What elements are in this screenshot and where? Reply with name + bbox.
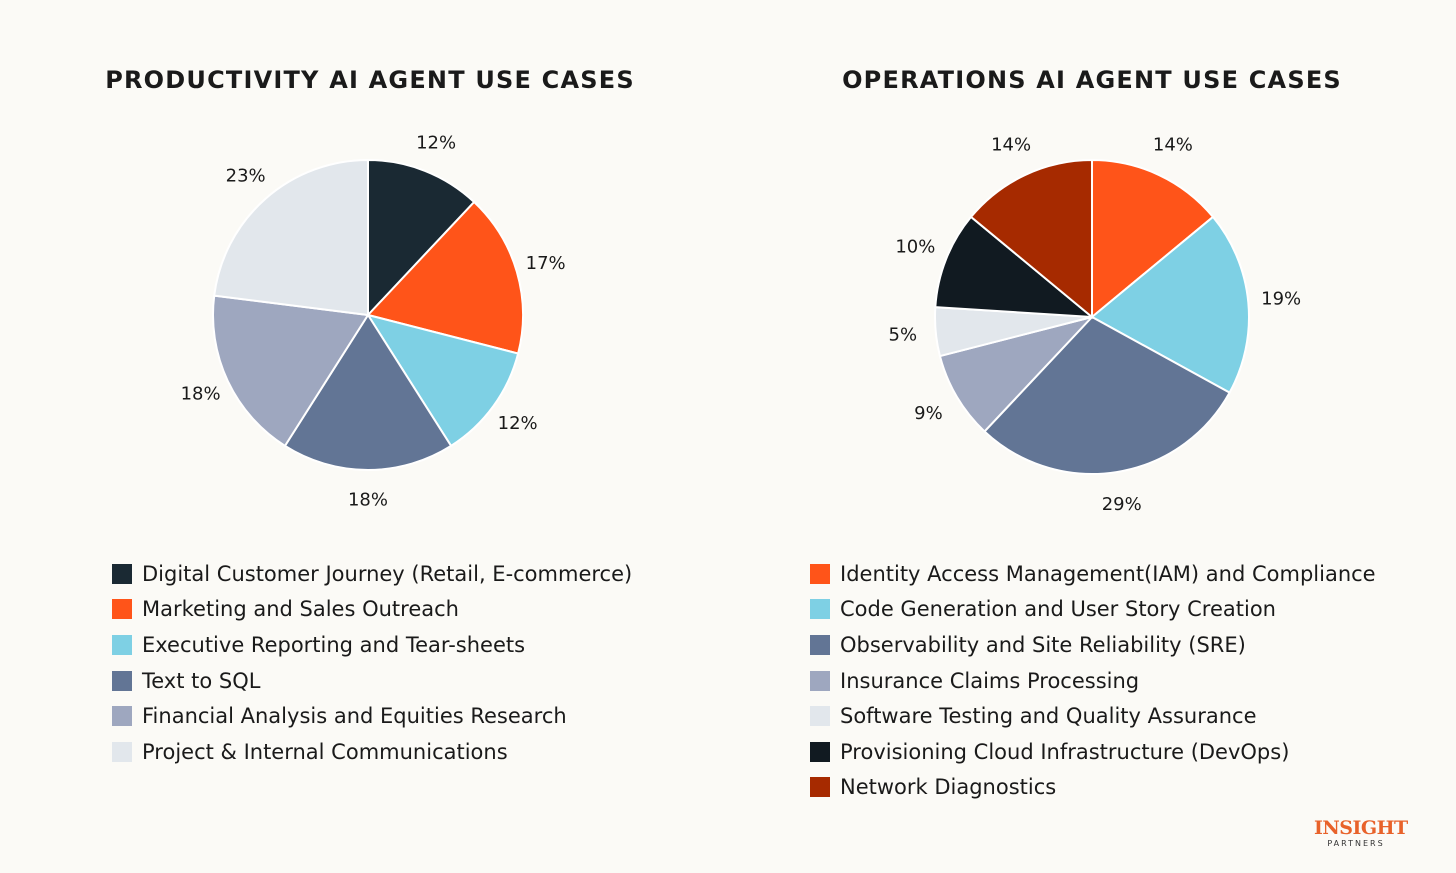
productivity-slice-financial-analysis-and-equities-research xyxy=(212,294,370,448)
legend-label: Project & Internal Communications xyxy=(142,739,508,764)
productivity-legend-item: Executive Reporting and Tear-sheets xyxy=(112,627,632,663)
legend-label: Text to SQL xyxy=(142,668,261,693)
operations-legend-item: Identity Access Management(IAM) and Comp… xyxy=(810,556,1376,592)
productivity-chart-panel: PRODUCTIVITY AI AGENT USE CASES 12% 17% 12… xyxy=(105,66,633,770)
operations-legend-item: Code Generation and User Story Creation xyxy=(810,592,1376,628)
legend-swatch xyxy=(112,563,132,584)
insight-partners-logo: INSIGHT PARTNERS xyxy=(1314,817,1408,849)
legend-swatch xyxy=(810,563,830,584)
legend-label: Identity Access Management(IAM) and Comp… xyxy=(840,561,1376,586)
legend-swatch xyxy=(810,741,830,762)
productivity-legend-item: Text to SQL xyxy=(112,663,632,699)
operations-data-label-insurance-claims-processing: 9% xyxy=(914,403,943,424)
operations-slice-code-generation-and-user-story-creation xyxy=(1090,215,1250,394)
operations-chart-panel: OPERATIONS AI AGENT USE CASES 14% 19% 29% 9… xyxy=(728,0,1456,873)
productivity-slice-project-and-internal-communications xyxy=(213,158,369,317)
legend-label: Digital Customer Journey (Retail, E-comm… xyxy=(142,561,633,586)
productivity-legend: Digital Customer Journey (Retail, E-comm… xyxy=(112,556,632,770)
productivity-slice-text-to-sql xyxy=(283,313,453,471)
operations-pie-chart: 14% 19% 29% 9% 5% 10% 14% xyxy=(889,135,1302,516)
operations-data-label-observability-and-site-reliability-sre: 29% xyxy=(1102,494,1142,515)
legend-swatch xyxy=(112,670,132,691)
legend-label: Observability and Site Reliability (SRE) xyxy=(840,632,1246,657)
operations-data-label-provisioning-cloud-infrastructure-devops: 10% xyxy=(895,237,935,258)
productivity-data-label-digital-customer-journey-retail-e-commerce: 12% xyxy=(416,132,456,153)
legend-label: Financial Analysis and Equities Research xyxy=(142,704,567,729)
productivity-legend-item: Marketing and Sales Outreach xyxy=(112,592,632,628)
legend-label: Marketing and Sales Outreach xyxy=(142,597,459,622)
productivity-pie-chart: 12% 17% 12% 18% 18% 23% xyxy=(181,132,566,511)
productivity-slice-executive-reporting-and-tear-sheets xyxy=(365,313,520,448)
operations-data-label-code-generation-and-user-story-creation: 19% xyxy=(1261,289,1301,310)
productivity-data-label-project-and-internal-communications: 23% xyxy=(226,166,266,187)
operations-legend-item: Observability and Site Reliability (SRE) xyxy=(810,627,1376,663)
legend-swatch xyxy=(810,599,830,620)
productivity-slice-digital-customer-journey-retail-e-commerce xyxy=(367,158,476,318)
legend-label: Code Generation and User Story Creation xyxy=(840,597,1276,622)
legend-label: Provisioning Cloud Infrastructure (DevOp… xyxy=(840,739,1290,764)
logo-wordmark: INSIGHT xyxy=(1314,817,1408,839)
legend-swatch xyxy=(112,634,132,655)
productivity-legend-item: Financial Analysis and Equities Research xyxy=(112,698,632,734)
legend-swatch xyxy=(810,670,830,691)
legend-label: Network Diagnostics xyxy=(840,775,1057,800)
legend-label: Executive Reporting and Tear-sheets xyxy=(142,632,526,657)
productivity-data-label-financial-analysis-and-equities-research: 18% xyxy=(181,383,221,404)
productivity-slice-marketing-and-sales-outreach xyxy=(366,200,524,355)
operations-slice-insurance-claims-processing xyxy=(938,315,1096,433)
legend-label: Insurance Claims Processing xyxy=(840,668,1140,693)
operations-slice-observability-and-site-reliability-sre xyxy=(983,315,1231,475)
operations-chart-title: OPERATIONS AI AGENT USE CASES xyxy=(842,66,1342,94)
productivity-data-label-text-to-sql: 18% xyxy=(348,490,388,511)
productivity-data-label-marketing-and-sales-outreach: 17% xyxy=(526,253,566,274)
legend-swatch xyxy=(810,777,830,798)
legend-swatch xyxy=(112,706,132,727)
legend-swatch xyxy=(112,599,132,620)
productivity-legend-item: Project & Internal Communications xyxy=(112,734,632,770)
operations-slice-network-diagnostics xyxy=(969,158,1093,320)
operations-legend-item: Software Testing and Quality Assurance xyxy=(810,698,1376,734)
operations-legend-item: Network Diagnostics xyxy=(810,770,1376,806)
logo-subtitle: PARTNERS xyxy=(1327,839,1385,848)
operations-slice-provisioning-cloud-infrastructure-devops xyxy=(934,215,1096,319)
operations-data-label-identity-access-management-iam-and-compliance: 14% xyxy=(1153,135,1193,156)
productivity-chart-title: PRODUCTIVITY AI AGENT USE CASES xyxy=(105,66,635,94)
operations-legend-item: Insurance Claims Processing xyxy=(810,663,1376,699)
operations-data-label-network-diagnostics: 14% xyxy=(991,135,1031,156)
legend-swatch xyxy=(112,741,132,762)
legend-label: Software Testing and Quality Assurance xyxy=(840,704,1257,729)
legend-swatch xyxy=(810,634,830,655)
legend-swatch xyxy=(810,706,830,727)
operations-data-label-software-testing-and-quality-assurance: 5% xyxy=(889,324,918,345)
operations-slice-identity-access-management-iam-and-compliance xyxy=(1091,158,1215,320)
productivity-data-label-executive-reporting-and-tear-sheets: 12% xyxy=(498,413,538,434)
operations-legend-item: Provisioning Cloud Infrastructure (DevOp… xyxy=(810,734,1376,770)
operations-legend: Identity Access Management(IAM) and Comp… xyxy=(810,556,1376,805)
productivity-legend-item: Digital Customer Journey (Retail, E-comm… xyxy=(112,556,632,592)
